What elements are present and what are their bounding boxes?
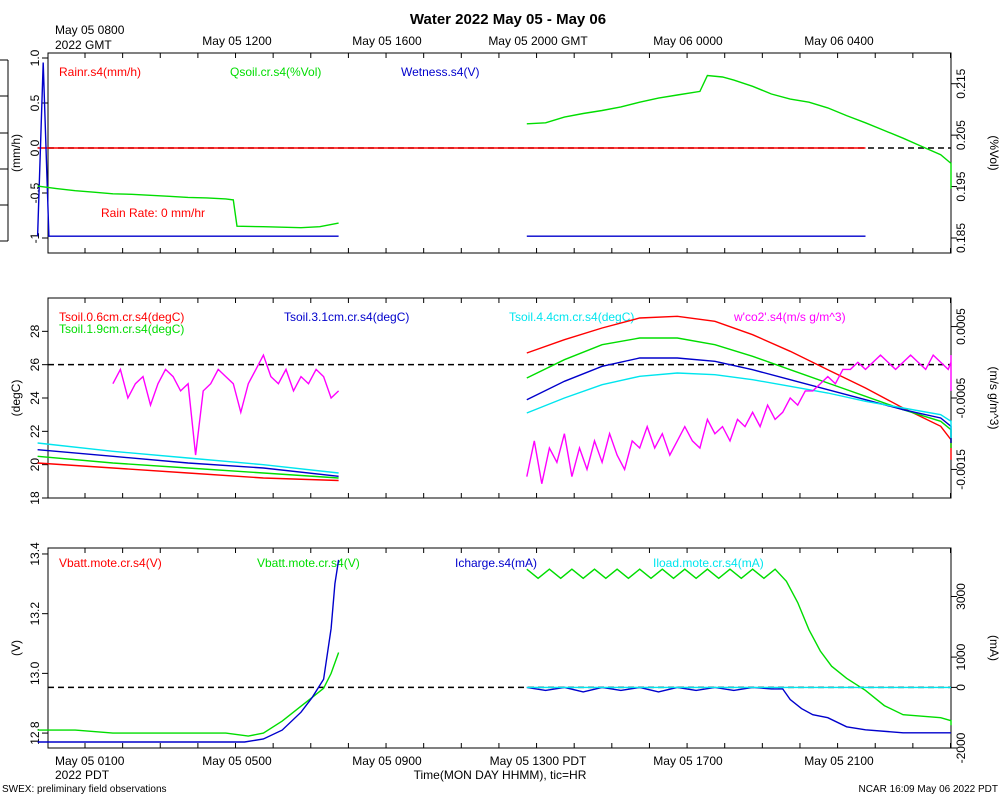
bottom-axis-label-0: May 05 0100 <box>55 754 125 768</box>
panel2-legend-tsoil31: Tsoil.3.1cm.cr.s4(degC) <box>284 310 409 324</box>
panel2-right-tick-label: 0.0005 <box>954 308 968 345</box>
left-edge-remnant <box>0 59 9 242</box>
panel3-series-2 <box>37 559 951 743</box>
chart-title: Water 2022 May 05 - May 06 <box>410 11 606 28</box>
panel3-right-tick-label: -2000 <box>954 732 968 763</box>
panel3-legend-vbatt-green: Vbatt.mote.cr.s4(V) <box>257 556 360 570</box>
panel3-legend-iload: Iload.mote.cr.s4(mA) <box>653 556 764 570</box>
panel2-series-2 <box>37 357 952 477</box>
top-axis-label-1: May 05 1200 <box>202 34 272 48</box>
panel2-left-tick-label: 26 <box>28 358 42 372</box>
panel1-right-tick-label: 0.205 <box>954 120 968 150</box>
panel1-series-2 <box>37 74 952 229</box>
panel1-left-tick-label: 0.0 <box>28 139 42 156</box>
panel2-legend-tsoil19: Tsoil.1.9cm.cr.s4(degC) <box>59 322 184 336</box>
panel3-right-tick-label: 3000 <box>954 583 968 610</box>
footer-left: SWEX: preliminary field observations <box>2 784 167 795</box>
top-axis-label-3: May 05 2000 GMT <box>488 34 588 48</box>
panel3-left-tick-label: 13.0 <box>28 661 42 685</box>
panel2-right-tick-label: -0.0015 <box>954 449 968 490</box>
panel1-annotation: Rain Rate: 0 mm/hr <box>101 206 205 220</box>
chart-marks: -1-0.50.00.51.00.1850.1950.2050.21518202… <box>28 49 968 763</box>
panel1-legend-wetness: Wetness.s4(V) <box>401 65 479 79</box>
panel1-right-tick-label: 0.185 <box>954 223 968 253</box>
panel3-right-axis-label: (mA) <box>987 635 1000 661</box>
panel1-left-tick-label: 1.0 <box>28 49 42 66</box>
panel2-left-axis-label: (degC) <box>9 380 23 417</box>
panel1-left-axis-label: (mm/h) <box>9 134 23 172</box>
top-axis-label-2: May 05 1600 <box>352 34 422 48</box>
panel1-series-1 <box>36 62 866 237</box>
panel2-legend-tsoil44: Tsoil.4.4cm.cr.s4(degC) <box>509 310 634 324</box>
panel2-legend-wco2: w'co2'.s4(m/s g/m^3) <box>733 310 846 324</box>
panel3-left-tick-label: 13.4 <box>28 542 42 566</box>
panel1-legend-rainr: Rainr.s4(mm/h) <box>59 65 141 79</box>
panel3-right-tick-label: 1000 <box>954 643 968 670</box>
panel2-series-3 <box>37 372 952 474</box>
panel3-left-axis-label: (V) <box>9 640 23 656</box>
panel2-series-0 <box>37 315 952 482</box>
panel1-frame <box>47 52 952 254</box>
panel1-right-tick-label: 0.195 <box>954 171 968 201</box>
top-axis-label-5: May 06 0400 <box>804 34 874 48</box>
bottom-axis-label-4: May 05 1700 <box>653 754 723 768</box>
top-axis-year: 2022 GMT <box>55 38 112 52</box>
footer-right: NCAR 16:09 May 06 2022 PDT <box>858 784 998 795</box>
panel2-right-axis-label: (m/s g/m^3) <box>987 367 1000 430</box>
panel2-left-tick-label: 18 <box>28 491 42 505</box>
bottom-axis-label-2: May 05 0900 <box>352 754 422 768</box>
bottom-axis-xlabel: Time(MON DAY HHMM), tic=HR <box>414 768 587 782</box>
panel3-legend-vbatt-red: Vbatt.mote.cr.s4(V) <box>59 556 162 570</box>
panel1-right-tick-label: 0.215 <box>954 68 968 98</box>
panel2-series-4 <box>112 353 952 484</box>
panel3-frame <box>47 547 952 749</box>
panel2-right-tick-label: -0.0005 <box>954 377 968 418</box>
top-axis-label-0: May 05 0800 <box>55 23 125 37</box>
top-axis-label-4: May 06 0000 <box>653 34 723 48</box>
panel1-right-axis-label: (%Vol) <box>987 135 1000 170</box>
bottom-axis-year: 2022 PDT <box>55 768 110 782</box>
panel1-legend-qsoil: Qsoil.cr.s4(%Vol) <box>230 65 321 79</box>
panel3-left-tick-label: 13.2 <box>28 602 42 626</box>
panel2-left-tick-label: 28 <box>28 324 42 338</box>
panel2-left-tick-label: 20 <box>28 458 42 472</box>
panel3-right-tick-label: 0 <box>954 684 968 691</box>
panel2-left-tick-label: 24 <box>28 391 42 405</box>
panel3-left-tick-label: 12.8 <box>28 721 42 745</box>
panel2-legend-tsoil06: Tsoil.0.6cm.cr.s4(degC) <box>59 310 184 324</box>
bottom-axis-label-1: May 05 0500 <box>202 754 272 768</box>
panel3-series-1 <box>37 568 952 737</box>
bottom-axis-label-3: May 05 1300 PDT <box>490 754 587 768</box>
panel2-left-tick-label: 22 <box>28 424 42 438</box>
panel1-left-tick-label: 0.5 <box>28 94 42 111</box>
panel3-legend-icharge: Icharge.s4(mA) <box>455 556 537 570</box>
panel1-left-tick-label: -1 <box>28 232 42 243</box>
bottom-axis-label-5: May 05 2100 <box>804 754 874 768</box>
